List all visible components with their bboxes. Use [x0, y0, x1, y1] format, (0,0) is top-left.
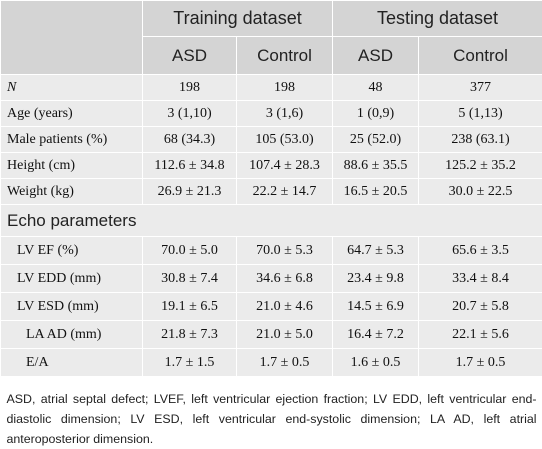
- cell-value: 19.1 ± 6.5: [143, 293, 237, 321]
- cell-value: 3 (1,6): [237, 101, 333, 127]
- table-row: N 198 198 48 377: [1, 75, 542, 101]
- cell-value: 21.0 ± 4.6: [237, 293, 333, 321]
- cell-value: 64.7 ± 5.3: [333, 237, 419, 265]
- section-row: Echo parameters: [1, 205, 542, 237]
- row-label: Height (cm): [1, 153, 143, 179]
- section-title: Echo parameters: [1, 205, 542, 237]
- row-label: LV EF (%): [1, 237, 143, 265]
- table-row: Male patients (%) 68 (34.3) 105 (53.0) 2…: [1, 127, 542, 153]
- cell-value: 21.8 ± 7.3: [143, 321, 237, 349]
- row-label: Age (years): [1, 101, 143, 127]
- training-control-header: Control: [237, 37, 333, 75]
- cell-value: 105 (53.0): [237, 127, 333, 153]
- table-row: Weight (kg) 26.9 ± 21.3 22.2 ± 14.7 16.5…: [1, 179, 542, 205]
- cell-value: 70.0 ± 5.0: [143, 237, 237, 265]
- cell-value: 5 (1,13): [419, 101, 542, 127]
- cell-value: 23.4 ± 9.8: [333, 265, 419, 293]
- cell-value: 1.7 ± 1.5: [143, 349, 237, 377]
- group-header-row: Training dataset Testing dataset: [1, 1, 542, 37]
- row-label: N: [1, 75, 143, 101]
- row-label: LV EDD (mm): [1, 265, 143, 293]
- cell-value: 3 (1,10): [143, 101, 237, 127]
- table-row: Height (cm) 112.6 ± 34.8 107.4 ± 28.3 88…: [1, 153, 542, 179]
- table-footnote: ASD, atrial septal defect; LVEF, left ve…: [1, 377, 542, 449]
- cell-value: 30.0 ± 22.5: [419, 179, 542, 205]
- cell-value: 68 (34.3): [143, 127, 237, 153]
- cell-value: 65.6 ± 3.5: [419, 237, 542, 265]
- cell-value: 22.2 ± 14.7: [237, 179, 333, 205]
- table-row: Age (years) 3 (1,10) 3 (1,6) 1 (0,9) 5 (…: [1, 101, 542, 127]
- table-row: LV EF (%) 70.0 ± 5.0 70.0 ± 5.3 64.7 ± 5…: [1, 237, 542, 265]
- cell-value: 33.4 ± 8.4: [419, 265, 542, 293]
- cell-value: 125.2 ± 35.2: [419, 153, 542, 179]
- table-row: LV ESD (mm) 19.1 ± 6.5 21.0 ± 4.6 14.5 ±…: [1, 293, 542, 321]
- cell-value: 198: [237, 75, 333, 101]
- cell-value: 88.6 ± 35.5: [333, 153, 419, 179]
- training-dataset-header: Training dataset: [143, 1, 333, 37]
- table-row: LV EDD (mm) 30.8 ± 7.4 34.6 ± 6.8 23.4 ±…: [1, 265, 542, 293]
- cell-value: 107.4 ± 28.3: [237, 153, 333, 179]
- footnote-row: ASD, atrial septal defect; LVEF, left ve…: [1, 377, 542, 449]
- row-label: Male patients (%): [1, 127, 143, 153]
- cell-value: 238 (63.1): [419, 127, 542, 153]
- cell-value: 25 (52.0): [333, 127, 419, 153]
- cell-value: 1 (0,9): [333, 101, 419, 127]
- cell-value: 48: [333, 75, 419, 101]
- row-label: Weight (kg): [1, 179, 143, 205]
- cell-value: 1.6 ± 0.5: [333, 349, 419, 377]
- cell-value: 198: [143, 75, 237, 101]
- cell-value: 20.7 ± 5.8: [419, 293, 542, 321]
- testing-dataset-header: Testing dataset: [333, 1, 542, 37]
- cell-value: 16.5 ± 20.5: [333, 179, 419, 205]
- training-asd-header: ASD: [143, 37, 237, 75]
- cell-value: 112.6 ± 34.8: [143, 153, 237, 179]
- row-label: LA AD (mm): [1, 321, 143, 349]
- cell-value: 1.7 ± 0.5: [237, 349, 333, 377]
- cell-value: 34.6 ± 6.8: [237, 265, 333, 293]
- cell-value: 26.9 ± 21.3: [143, 179, 237, 205]
- cell-value: 1.7 ± 0.5: [419, 349, 542, 377]
- table-row: LA AD (mm) 21.8 ± 7.3 21.0 ± 5.0 16.4 ± …: [1, 321, 542, 349]
- cell-value: 22.1 ± 5.6: [419, 321, 542, 349]
- table-row: E/A 1.7 ± 1.5 1.7 ± 0.5 1.6 ± 0.5 1.7 ± …: [1, 349, 542, 377]
- testing-control-header: Control: [419, 37, 542, 75]
- row-label: E/A: [1, 349, 143, 377]
- cell-value: 14.5 ± 6.9: [333, 293, 419, 321]
- cell-value: 21.0 ± 5.0: [237, 321, 333, 349]
- cell-value: 70.0 ± 5.3: [237, 237, 333, 265]
- cell-value: 377: [419, 75, 542, 101]
- row-label: LV ESD (mm): [1, 293, 143, 321]
- cell-value: 30.8 ± 7.4: [143, 265, 237, 293]
- cell-value: 16.4 ± 7.2: [333, 321, 419, 349]
- corner-cell: [1, 1, 143, 75]
- testing-asd-header: ASD: [333, 37, 419, 75]
